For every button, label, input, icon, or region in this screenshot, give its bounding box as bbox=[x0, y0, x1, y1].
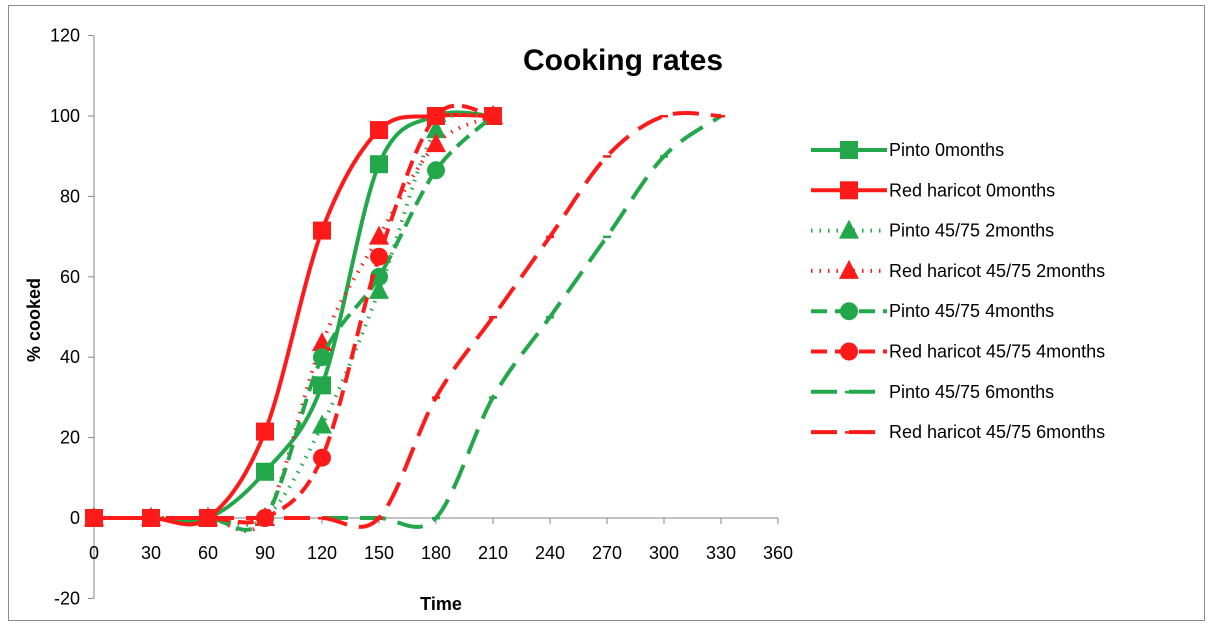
data-point bbox=[484, 107, 502, 125]
y-tick-label: 80 bbox=[60, 186, 80, 206]
data-point bbox=[489, 396, 497, 399]
chart-area: Cooking rates -20 0 20 40 60 80 100 120 0 30 60 90 1… bbox=[8, 5, 1205, 621]
data-point bbox=[90, 517, 98, 520]
data-point bbox=[313, 221, 331, 240]
series-8 bbox=[90, 111, 725, 529]
legend-label: Pinto 45/75 4months bbox=[889, 301, 1054, 321]
data-point bbox=[603, 235, 611, 239]
legend-marker bbox=[839, 219, 859, 239]
x-tick-label: 360 bbox=[763, 543, 793, 563]
data-point bbox=[432, 396, 440, 399]
legend-item: Red haricot 0months bbox=[811, 180, 1055, 200]
data-point bbox=[427, 107, 445, 125]
legend-marker bbox=[840, 302, 858, 321]
data-point bbox=[261, 517, 269, 520]
data-point bbox=[204, 517, 212, 520]
legend-marker bbox=[845, 390, 853, 394]
x-tick-label: 120 bbox=[307, 543, 337, 563]
data-point bbox=[432, 517, 440, 520]
data-point bbox=[546, 316, 554, 319]
x-tick-label: 180 bbox=[421, 543, 451, 563]
y-axis-title: % cooked bbox=[24, 278, 44, 362]
legend-marker bbox=[840, 181, 858, 200]
legend-label: Red haricot 45/75 4months bbox=[889, 342, 1105, 362]
x-tick-label: 330 bbox=[706, 543, 736, 563]
data-point bbox=[370, 121, 388, 140]
y-tick-label: -20 bbox=[54, 588, 80, 608]
data-point bbox=[313, 448, 331, 467]
data-point bbox=[660, 115, 668, 118]
x-tick-label: 240 bbox=[535, 543, 565, 563]
x-tick-label: 90 bbox=[255, 543, 275, 563]
x-tick-label: 150 bbox=[364, 543, 394, 563]
x-tick-label: 60 bbox=[198, 543, 218, 563]
legend-item: Red haricot 45/75 2months bbox=[811, 259, 1105, 281]
data-point bbox=[426, 133, 446, 153]
x-tick-label: 210 bbox=[478, 543, 508, 563]
legend-label: Red haricot 0months bbox=[889, 180, 1055, 200]
legend-item: Red haricot 45/75 6months bbox=[811, 422, 1105, 442]
y-tick-label: 20 bbox=[60, 428, 80, 448]
data-point bbox=[147, 517, 155, 520]
data-point bbox=[369, 279, 389, 299]
legend-item: Pinto 45/75 6months bbox=[811, 382, 1054, 402]
x-tick-label: 0 bbox=[89, 543, 99, 563]
data-point bbox=[370, 247, 388, 266]
data-point bbox=[426, 119, 446, 139]
x-tick-label: 270 bbox=[592, 543, 622, 563]
data-point bbox=[660, 155, 668, 158]
data-point bbox=[313, 376, 331, 395]
y-tick-label: 40 bbox=[60, 347, 80, 367]
legend-item: Red haricot 45/75 4months bbox=[811, 342, 1105, 362]
legend-item: Pinto 0months bbox=[811, 140, 1004, 160]
line-chart: Cooking rates -20 0 20 40 60 80 100 120 0 30 60 90 1… bbox=[24, 26, 1105, 614]
legend-marker bbox=[840, 342, 858, 361]
series-5 bbox=[85, 107, 502, 532]
data-point bbox=[717, 115, 725, 118]
chart-title: Cooking rates bbox=[523, 44, 723, 77]
legend-marker bbox=[839, 259, 859, 279]
data-point bbox=[546, 235, 554, 239]
data-point bbox=[318, 517, 326, 520]
x-axis-title: Time bbox=[420, 594, 462, 614]
series-line bbox=[93, 110, 494, 527]
data-point bbox=[370, 155, 388, 174]
x-tick-label: 300 bbox=[649, 543, 679, 563]
data-point bbox=[375, 517, 383, 520]
data-point bbox=[489, 316, 497, 319]
series-line bbox=[93, 112, 494, 527]
legend-label: Pinto 0months bbox=[889, 140, 1004, 160]
data-point bbox=[256, 422, 274, 441]
legend-marker bbox=[840, 141, 858, 159]
data-point bbox=[256, 462, 274, 481]
legend-label: Red haricot 45/75 6months bbox=[889, 422, 1105, 442]
data-point bbox=[370, 267, 388, 286]
data-point bbox=[603, 155, 611, 158]
legend-label: Red haricot 45/75 2months bbox=[889, 261, 1105, 281]
data-point bbox=[313, 348, 331, 367]
data-point bbox=[427, 161, 445, 180]
x-tick-label: 30 bbox=[141, 543, 161, 563]
y-tick-label: 120 bbox=[50, 26, 80, 46]
legend-label: Pinto 45/75 6months bbox=[889, 382, 1054, 402]
legend-item: Pinto 45/75 4months bbox=[811, 301, 1054, 321]
legend-label: Pinto 45/75 2months bbox=[889, 221, 1054, 241]
y-tick-label: 60 bbox=[60, 267, 80, 287]
data-point bbox=[312, 414, 332, 434]
legend-item: Pinto 45/75 2months bbox=[811, 219, 1054, 241]
y-tick-label: 0 bbox=[70, 508, 80, 528]
y-tick-label: 100 bbox=[50, 106, 80, 126]
legend-marker bbox=[845, 431, 853, 434]
